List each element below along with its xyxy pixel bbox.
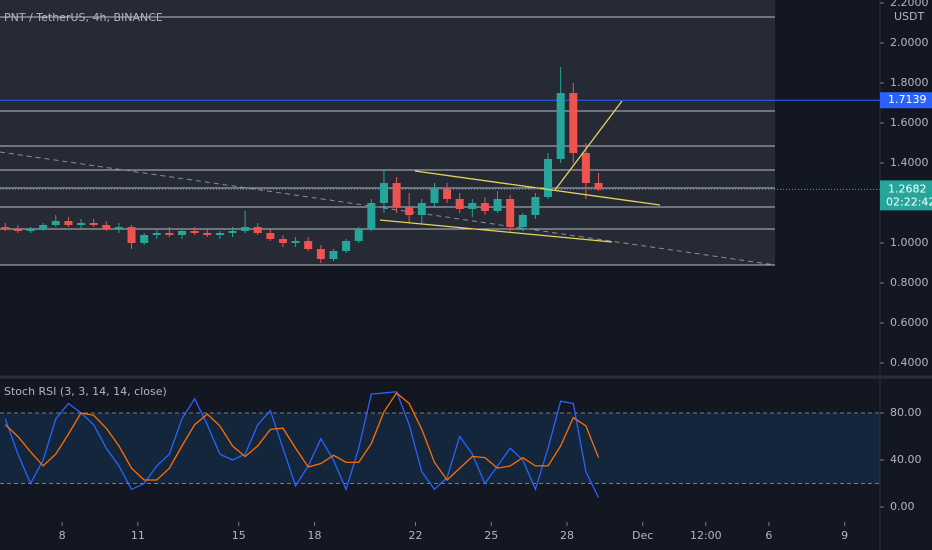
y-tick-label: 0.8000 xyxy=(890,276,929,289)
y-tick-label: 0.6000 xyxy=(890,316,929,329)
candle-body xyxy=(379,183,388,203)
trend-dashed xyxy=(0,151,776,266)
x-tick-label: Dec xyxy=(632,529,653,542)
candle-body xyxy=(1,227,10,229)
candle-body xyxy=(241,227,250,231)
candle-body xyxy=(228,231,237,233)
candle-body xyxy=(152,233,161,235)
candle-body xyxy=(556,93,565,159)
y-tick-label: 0.00 xyxy=(890,500,915,513)
candle-body xyxy=(253,227,262,233)
x-tick-label: 15 xyxy=(232,529,246,542)
candle-body xyxy=(405,207,414,215)
x-tick-label: 12:00 xyxy=(690,529,722,542)
currency: USDT xyxy=(894,10,925,23)
price-line-tag xyxy=(880,92,932,109)
range-box xyxy=(0,0,775,265)
candle-body xyxy=(102,225,111,229)
candle-body xyxy=(581,153,590,183)
countdown: 02:22:42 xyxy=(886,195,932,208)
candle-body xyxy=(26,229,35,231)
chart-title: PNT / TetherUS, 4h, BINANCE xyxy=(4,11,163,24)
candle-body xyxy=(342,241,351,251)
y-tick-label: 1.0000 xyxy=(890,236,929,249)
candle-body xyxy=(518,215,527,227)
y-tick-label: 2.2000 xyxy=(890,0,929,9)
candle-body xyxy=(468,203,477,209)
candle-body xyxy=(506,199,515,227)
last-price-tag xyxy=(880,180,932,211)
candle-body xyxy=(89,223,98,225)
candle-body xyxy=(569,93,578,153)
candle-body xyxy=(51,221,60,225)
candle-body xyxy=(39,225,48,229)
y-tick-label: 1.4000 xyxy=(890,156,929,169)
x-tick-label: 9 xyxy=(841,529,848,542)
stoch-line xyxy=(4,391,600,498)
candle-body xyxy=(13,229,22,231)
candle-body xyxy=(278,239,287,243)
candle-body xyxy=(455,199,464,209)
candle-body xyxy=(304,241,313,249)
indicator-title: Stoch RSI (3, 3, 14, 14, close) xyxy=(4,385,167,398)
candle-body xyxy=(178,231,187,235)
x-tick-label: 18 xyxy=(308,529,322,542)
candle-body xyxy=(392,183,401,207)
trendline xyxy=(414,170,661,206)
trendline xyxy=(379,219,613,243)
x-tick-label: 25 xyxy=(484,529,498,542)
candle-body xyxy=(190,231,199,233)
candle-body xyxy=(430,189,439,203)
candle-body xyxy=(165,233,174,235)
candle-body xyxy=(354,229,363,241)
y-tick-label: 2.0000 xyxy=(890,36,929,49)
candle-body xyxy=(417,203,426,215)
x-tick-label: 11 xyxy=(131,529,145,542)
y-tick-label: 40.00 xyxy=(890,453,922,466)
trendline xyxy=(554,100,623,191)
last-price-label: 1.2682 xyxy=(888,182,927,195)
candle-body xyxy=(493,199,502,211)
x-tick-label: 8 xyxy=(59,529,66,542)
candle-body xyxy=(480,203,489,211)
candle-body xyxy=(544,159,553,197)
y-tick-label: 0.4000 xyxy=(890,356,929,369)
trendlines xyxy=(379,100,661,243)
stoch-line xyxy=(4,391,600,481)
price-line-label: 1.7139 xyxy=(888,93,927,106)
candle-body xyxy=(127,227,136,243)
band-fill xyxy=(0,412,880,484)
candle-body xyxy=(291,241,300,243)
x-tick-label: 6 xyxy=(765,529,772,542)
candle-body xyxy=(316,249,325,259)
candle-body xyxy=(114,227,123,229)
candle-body xyxy=(367,203,376,229)
candle-body xyxy=(215,233,224,235)
candle-body xyxy=(203,233,212,235)
y-tick-label: 1.6000 xyxy=(890,116,929,129)
candle-body xyxy=(594,183,603,190)
y-tick-label: 1.8000 xyxy=(890,76,929,89)
candle-body xyxy=(140,235,149,243)
candle-body xyxy=(77,223,86,225)
y-tick-label: 80.00 xyxy=(890,406,922,419)
candle-body xyxy=(64,221,73,225)
candle-body xyxy=(531,197,540,215)
x-tick-label: 22 xyxy=(409,529,423,542)
x-tick-label: 28 xyxy=(560,529,574,542)
candle-body xyxy=(266,233,275,239)
candle-body xyxy=(443,189,452,199)
candle-body xyxy=(329,251,338,259)
